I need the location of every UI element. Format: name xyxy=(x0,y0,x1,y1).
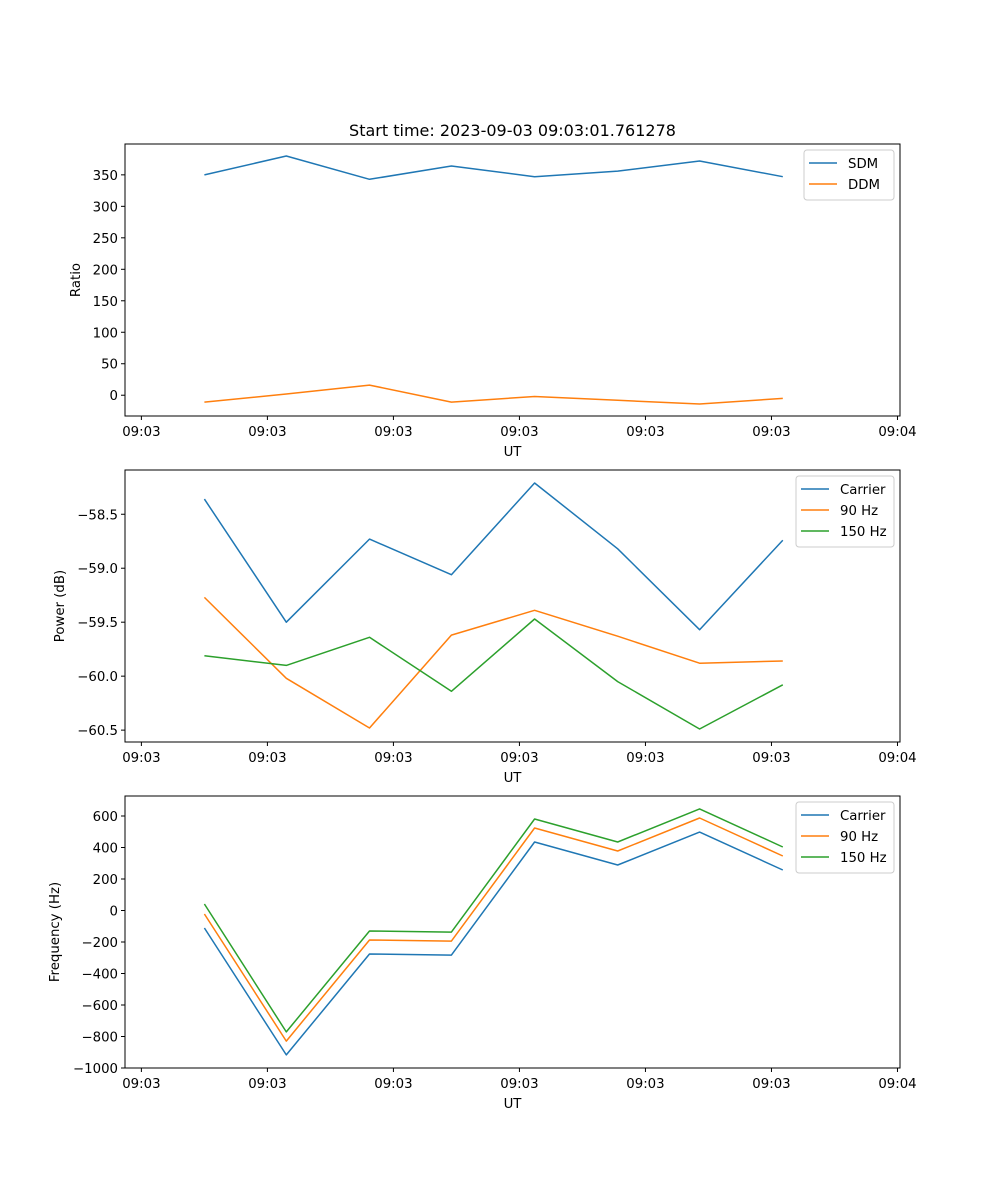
x-tick-label: 09:03 xyxy=(626,751,664,766)
x-tick-label: 09:03 xyxy=(122,425,160,440)
y-axis-label: Ratio xyxy=(69,263,84,297)
x-tick-label: 09:03 xyxy=(248,751,286,766)
legend-label: 90 Hz xyxy=(840,504,878,519)
legend-box xyxy=(795,475,895,548)
axes-frame xyxy=(124,795,901,1069)
x-tick-label: 09:03 xyxy=(500,425,538,440)
legend: Carrier 90 Hz 150 Hz xyxy=(795,801,895,874)
x-tick-label: 09:03 xyxy=(122,751,160,766)
subplot-2: 09:03 09:03 09:03 09:03 09:03 09:03 09:04 UT −60… xyxy=(53,469,917,786)
y-tick-label: −800 xyxy=(81,1031,118,1046)
series-line-90-hz xyxy=(203,817,784,1042)
legend-label: SDM xyxy=(848,157,878,172)
x-tick-label: 09:04 xyxy=(878,751,916,766)
x-tick-label: 09:03 xyxy=(752,751,790,766)
legend-label: Carrier xyxy=(840,809,886,824)
y-tick-label: 300 xyxy=(93,200,118,215)
y-tick-label: 100 xyxy=(93,326,118,341)
legend: SDM DDM xyxy=(803,149,895,201)
x-tick-label: 09:04 xyxy=(878,1077,916,1092)
axes-frame xyxy=(124,143,901,417)
x-tick-label: 09:03 xyxy=(500,751,538,766)
y-tick-label: −58.5 xyxy=(77,508,118,523)
axes-frame xyxy=(124,469,901,743)
y-tick-label: −1000 xyxy=(73,1062,118,1077)
x-tick-label: 09:03 xyxy=(752,425,790,440)
series-line-sdm xyxy=(204,155,783,181)
subplot-1: 09:03 09:03 09:03 09:03 09:03 09:03 09:04 UT 0 50… xyxy=(69,143,917,460)
y-tick-label: 50 xyxy=(101,358,118,373)
y-tick-label: 350 xyxy=(93,169,118,184)
legend-label: 150 Hz xyxy=(840,525,887,540)
x-tick-label: 09:03 xyxy=(248,425,286,440)
series-line-ddm xyxy=(204,384,783,405)
series-line-150-hz xyxy=(203,808,784,1033)
series-line-90-hz xyxy=(203,596,783,729)
series-line-carrier xyxy=(203,831,784,1056)
y-tick-label: −400 xyxy=(81,968,118,983)
y-tick-label: 200 xyxy=(93,263,118,278)
x-tick-label: 09:03 xyxy=(500,1077,538,1092)
x-axis-label: UT xyxy=(504,771,523,786)
x-tick-label: 09:03 xyxy=(752,1077,790,1092)
y-tick-label: 400 xyxy=(93,842,118,857)
legend-box xyxy=(795,801,895,874)
y-tick-label: 200 xyxy=(93,873,118,888)
x-axis-label: UT xyxy=(504,445,523,460)
y-tick-label: −59.0 xyxy=(77,562,118,577)
chart-title: Start time: 2023-09-03 09:03:01.761278 xyxy=(349,121,676,140)
x-tick-label: 09:03 xyxy=(626,425,664,440)
y-axis-label: Frequency (Hz) xyxy=(48,882,63,982)
subplot-3: 09:03 09:03 09:03 09:03 09:03 09:03 09:04 UT −10… xyxy=(48,795,917,1112)
x-tick-label: 09:04 xyxy=(878,425,916,440)
legend-label: 90 Hz xyxy=(840,830,878,845)
y-tick-label: 0 xyxy=(110,389,118,404)
y-tick-label: −200 xyxy=(81,936,118,951)
series-line-carrier xyxy=(203,482,784,631)
x-tick-label: 09:03 xyxy=(374,425,412,440)
y-axis-label: Power (dB) xyxy=(53,570,68,642)
y-tick-label: −59.5 xyxy=(77,616,118,631)
series-line-150-hz xyxy=(204,618,784,730)
y-tick-label: 0 xyxy=(110,905,118,920)
legend-label: 150 Hz xyxy=(840,851,887,866)
y-tick-label: 150 xyxy=(93,295,118,310)
y-tick-label: 250 xyxy=(93,232,118,247)
x-tick-label: 09:03 xyxy=(374,1077,412,1092)
x-axis-label: UT xyxy=(504,1097,523,1112)
x-tick-label: 09:03 xyxy=(374,751,412,766)
y-tick-label: −60.5 xyxy=(77,724,118,739)
y-tick-label: −600 xyxy=(81,999,118,1014)
x-tick-label: 09:03 xyxy=(626,1077,664,1092)
legend: Carrier 90 Hz 150 Hz xyxy=(795,475,895,548)
legend-label: DDM xyxy=(848,178,880,193)
y-tick-label: −60.0 xyxy=(77,670,118,685)
y-tick-label: 600 xyxy=(93,810,118,825)
x-tick-label: 09:03 xyxy=(122,1077,160,1092)
legend-label: Carrier xyxy=(840,483,886,498)
x-tick-label: 09:03 xyxy=(248,1077,286,1092)
